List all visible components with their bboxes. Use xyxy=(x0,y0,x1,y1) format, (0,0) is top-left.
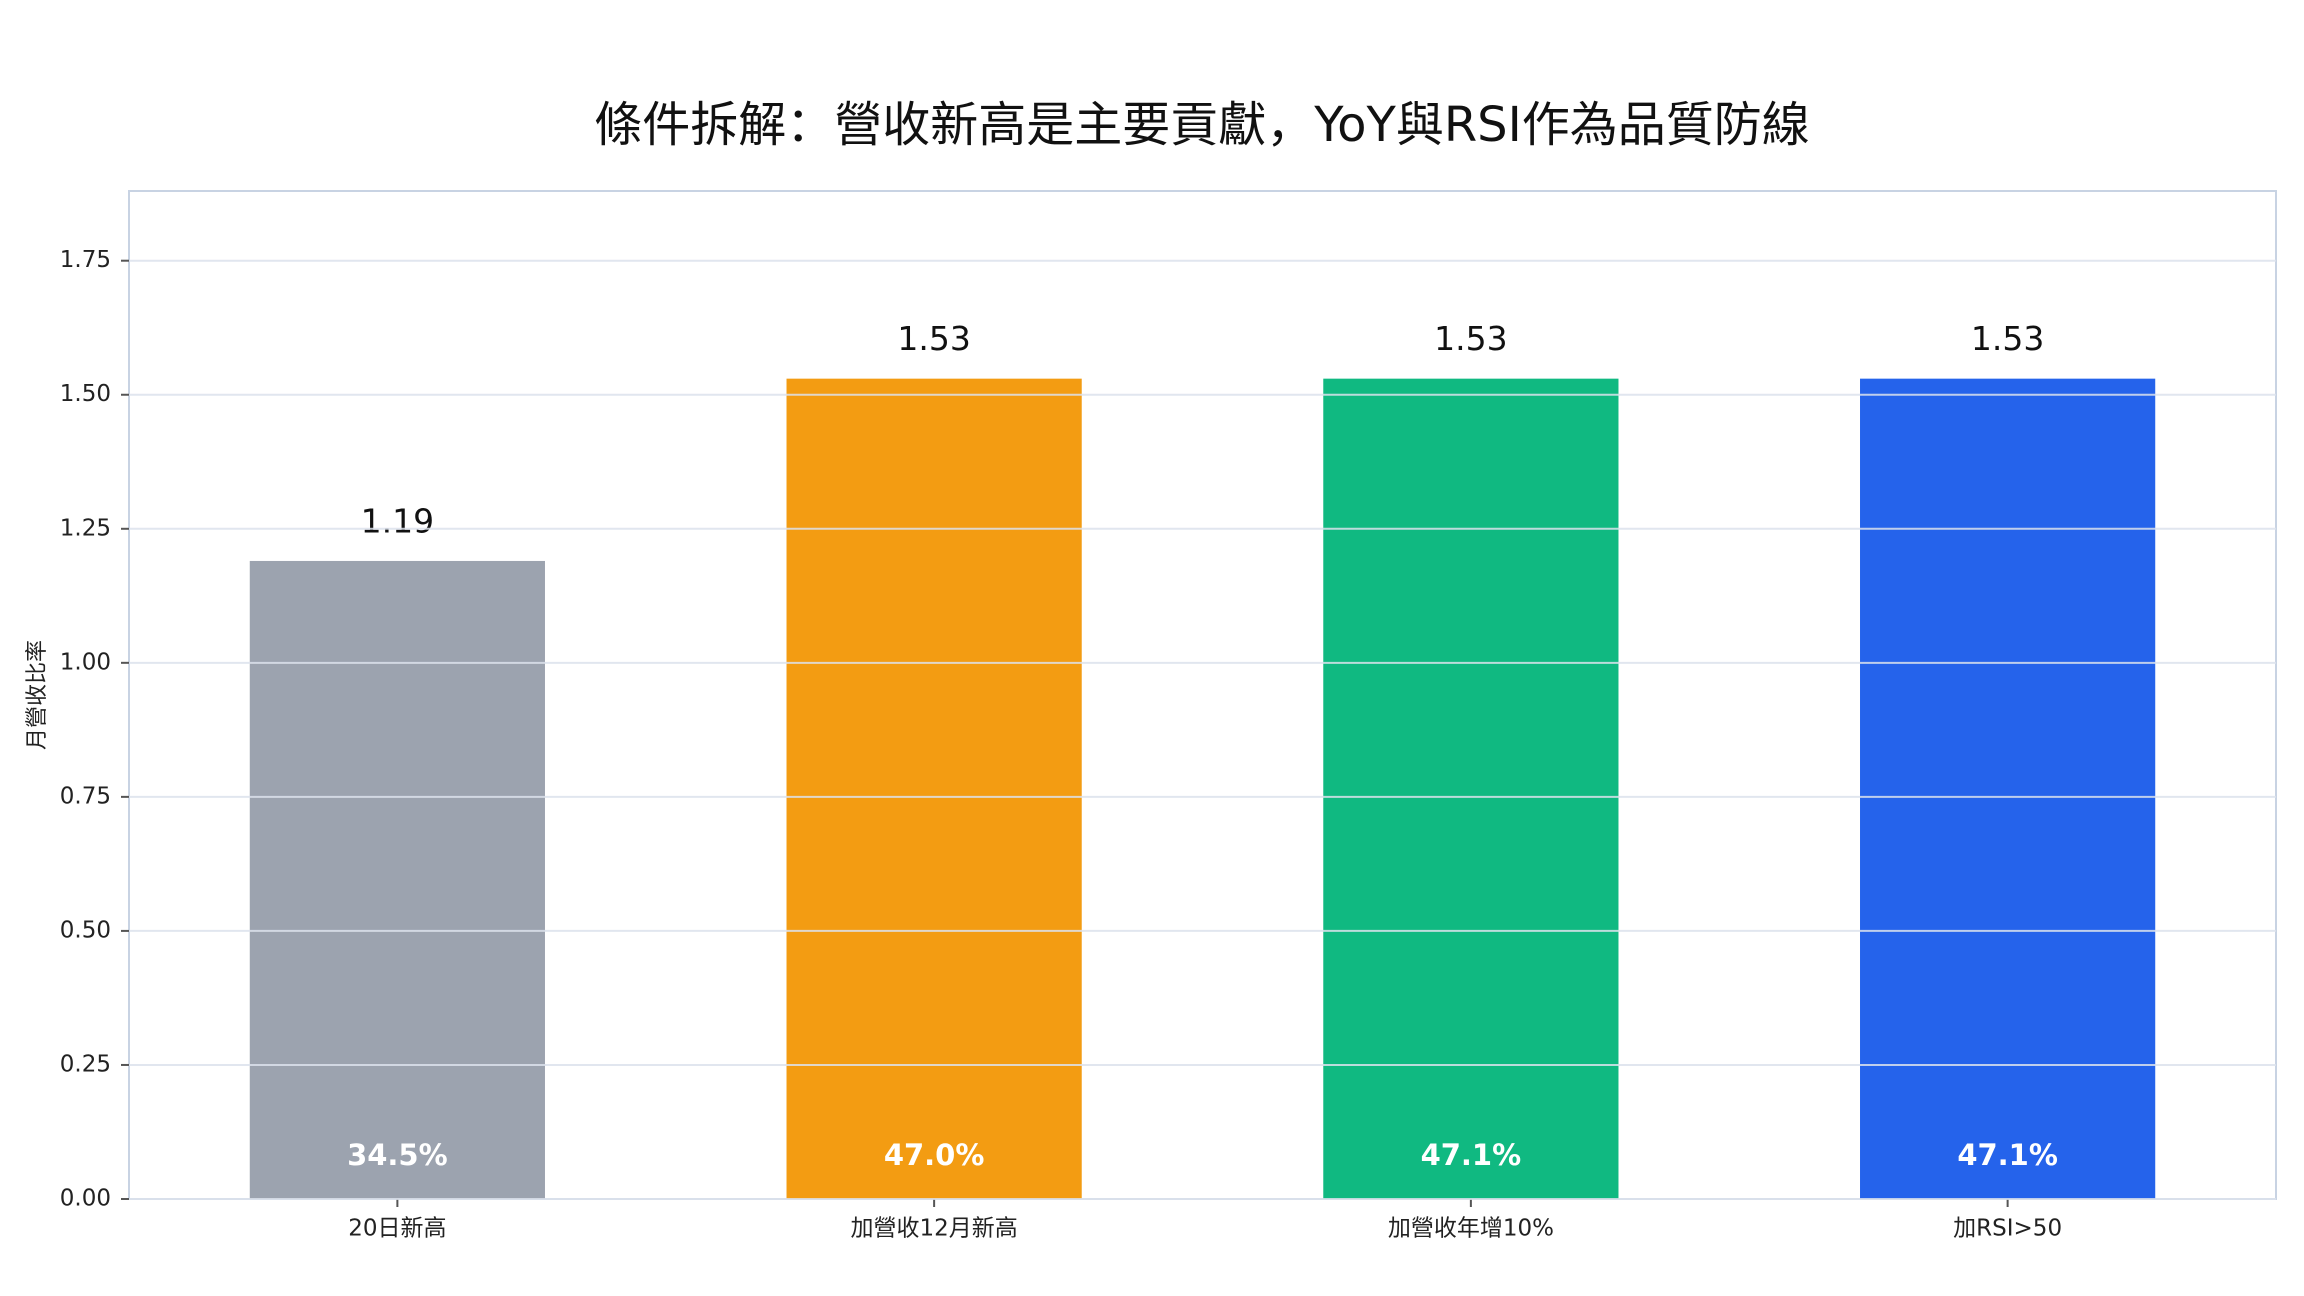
y-tick-label: 0.50 xyxy=(60,917,111,943)
bar xyxy=(1323,378,1619,1200)
x-tick-label: 加營收年增10% xyxy=(1388,1216,1554,1242)
bar-inner-label: 47.0% xyxy=(884,1138,985,1172)
bar-inner-label: 47.1% xyxy=(1421,1138,1522,1172)
chart-title: 條件拆解：營收新高是主要貢獻，YoY與RSI作為品質防線 xyxy=(594,97,1810,153)
y-tick-label: 1.75 xyxy=(60,247,111,273)
x-tick-label: 20日新高 xyxy=(348,1216,446,1242)
y-tick-label: 0.25 xyxy=(60,1051,111,1077)
bar xyxy=(249,560,545,1199)
y-tick-label: 0.00 xyxy=(60,1186,111,1212)
y-tick-label: 0.75 xyxy=(60,783,111,809)
value-label: 1.53 xyxy=(1971,319,2044,358)
y-tick-label: 1.50 xyxy=(60,381,111,407)
value-label: 1.19 xyxy=(361,501,434,540)
value-label: 1.53 xyxy=(1434,319,1507,358)
y-tick-label: 1.00 xyxy=(60,649,111,675)
y-tick-label: 1.25 xyxy=(60,515,111,541)
bar xyxy=(786,378,1082,1200)
bar-inner-label: 47.1% xyxy=(1957,1138,2058,1172)
bar xyxy=(1860,378,2156,1200)
value-label: 1.53 xyxy=(897,319,970,358)
x-tick-label: 加營收12月新高 xyxy=(850,1216,1017,1242)
x-tick-label: 加RSI>50 xyxy=(1953,1216,2062,1242)
y-axis-label: 月營收比率 xyxy=(25,640,50,750)
bar-inner-label: 34.5% xyxy=(347,1138,448,1172)
